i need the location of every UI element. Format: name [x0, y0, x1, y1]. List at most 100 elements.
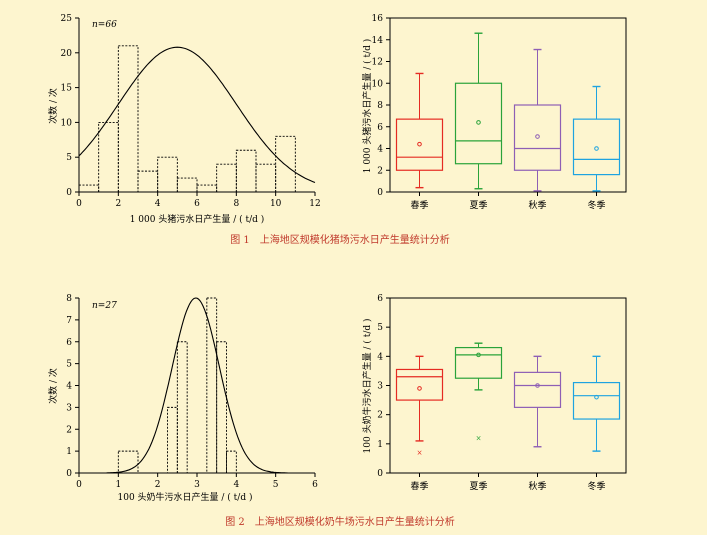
fig2-hist-y-tick-label-7: 7: [66, 316, 72, 326]
fig2-box-1-category-label: 春季: [410, 480, 428, 492]
fig2-histogram-plot: 0 1 2 3 4 5 6 0 1 2 3 4 5 6 7 8: [66, 294, 318, 490]
fig1-histogram-plot: 0 2 4 6 8 10 12 0 5 10 15 20 25: [61, 14, 321, 209]
fig2-box-y-tick-label-2: 2: [377, 411, 383, 421]
fig2-box-1-mean-marker: [417, 386, 422, 391]
fig1-box-3-mean-marker: [535, 134, 540, 139]
fig2-hist-x-tick-label-1: 1: [115, 480, 121, 490]
fig2-boxplot-ylabel: 100 头奶牛污水日产生量 / ( t/d ): [361, 319, 373, 454]
fig1-box-1-box: [395, 118, 444, 171]
fig2-box-3-category-label: 秋季: [528, 480, 546, 492]
fig1-hist-bar-6: [196, 184, 218, 193]
fig1-hist-x-tick-label-3: 6: [194, 199, 200, 209]
fig2-box-1-box: [395, 368, 444, 401]
fig2-box-y-tick-label-0: 0: [377, 469, 383, 479]
fig2-box-y-tick-label-5: 5: [377, 323, 383, 333]
fig1-box-y-tick-label-6: 12: [372, 58, 383, 68]
fig1-hist-y-tick-label-0: 0: [66, 188, 72, 198]
fig2-hist-y-tick-label-8: 8: [66, 294, 72, 304]
fig1-box-1-category-label: 春季: [410, 199, 428, 211]
fig1-box-2-box: [454, 82, 503, 165]
fig1-boxplot-ylabel: 1 000 头猪污水日产生量 / ( t/d ): [361, 39, 373, 174]
fig2-hist-bar-1: [167, 406, 178, 474]
fig1-hist-bar-4: [157, 156, 178, 193]
fig1-boxplot-plot: 0 2 4 6 8 10 12 14 16 春季 夏季 秋季 冬季: [372, 14, 627, 211]
fig2-box-y-tick-label-4: 4: [377, 352, 383, 362]
fig1-box-1-mean-marker: [417, 141, 422, 147]
fig1-box-y-tick-label-4: 8: [377, 101, 383, 111]
fig1-hist-bar-7: [216, 163, 237, 193]
fig2-box-4-mean-marker: [594, 394, 599, 400]
fig1-box-3-category-label: 秋季: [528, 199, 546, 211]
fig2-hist-y-tick-label-6: 6: [66, 338, 72, 348]
fig1-hist-y-tick-label-1: 5: [66, 153, 72, 163]
fig1-boxplot: 0 2 4 6 8 10 12 14 16 春季 夏季 秋季 冬季 1 000 头猪污水日产生量 / (…: [361, 14, 627, 211]
fig1-hist-bar-8: [235, 149, 257, 193]
fig2-hist-x-tick-label-2: 2: [155, 480, 161, 490]
fig2-hist-y-tick-label-1: 1: [66, 447, 72, 457]
fig2-hist-bar-4: [216, 341, 227, 474]
fig2-box-frame: [389, 297, 627, 474]
fig2-boxplot-plot: 0 1 2 3 4 5 6 春季 × 夏季 × 秋季 冬季: [377, 294, 627, 492]
fig2-hist-x-tick-label-5: 5: [273, 480, 279, 490]
fig1-box-4-mean-marker: [594, 146, 599, 151]
fig1-box-2-mean-marker: [476, 120, 481, 125]
fig2-box-y-tick-label-1: 1: [377, 440, 383, 450]
fig2-box-4-box: [572, 381, 621, 420]
fig2-hist-x-tick-label-0: 0: [76, 480, 82, 490]
fig1-caption: 图 1 上海地区规模化猪场污水日产生量统计分析: [230, 233, 450, 246]
fig1-box-y-tick-label-5: 10: [372, 79, 384, 89]
fig2-hist-y-tick-label-4: 4: [66, 382, 72, 392]
fig2-box-y-tick-label-6: 6: [377, 294, 383, 304]
fig1-box-frame: [389, 17, 627, 193]
fig2-hist-y-tick-label-3: 3: [66, 403, 72, 413]
fig1-hist-bar-3: [137, 170, 159, 193]
fig2-box-2-mean-marker: [476, 352, 481, 358]
fig2-box-y-tick-label-3: 3: [377, 382, 383, 392]
fig1-hist-x-tick-label-2: 4: [155, 199, 161, 209]
fig2-box-2-outlier-0: ×: [476, 435, 482, 443]
fig2-box-1-outlier-0: ×: [417, 449, 423, 457]
fig1-hist-x-tick-label-5: 10: [270, 199, 282, 209]
fig1-hist-x-tick-label-4: 8: [233, 199, 239, 209]
fig1-hist-y-tick-label-2: 10: [61, 118, 73, 128]
fig1-histogram-ylabel: 次数 / 次: [47, 88, 59, 124]
fig2-box-3-mean-marker: [535, 383, 540, 388]
fig2-hist-x-tick-label-4: 4: [233, 480, 239, 490]
fig2-histogram-xlabel: 100 头奶牛污水日产生量 / ( t/d ): [118, 491, 253, 503]
fig1-hist-x-tick-label-6: 12: [309, 199, 320, 209]
fig2-hist-y-tick-label-5: 5: [66, 360, 72, 370]
fig2-hist-y-tick-label-0: 0: [66, 469, 72, 479]
fig2-hist-y-tick-label-2: 2: [66, 425, 72, 435]
fig1-hist-normal-curve: [78, 46, 316, 184]
fig2-box-4-category-label: 冬季: [587, 480, 605, 492]
fig2-histogram: 0 1 2 3 4 5 6 0 1 2 3 4 5 6 7 8 n=27 100 头奶牛污水日产生量 / ( …: [47, 294, 318, 503]
fig2-box-3-box: [513, 371, 562, 408]
fig1-hist-y-tick-label-4: 20: [61, 49, 73, 59]
fig2-hist-x-tick-label-3: 3: [194, 480, 200, 490]
fig1-box-2-category-label: 夏季: [469, 199, 487, 211]
fig1-hist-bar-10: [275, 135, 296, 193]
fig1-hist-y-tick-label-3: 15: [61, 84, 73, 94]
fig1-hist-bar-5: [176, 177, 198, 193]
fig2-hist-bar-5: [226, 450, 237, 474]
fig1-hist-bar-2: [117, 45, 139, 193]
fig1-hist-bar-0: [78, 184, 100, 193]
fig1-box-y-tick-label-7: 14: [372, 36, 384, 46]
fig1-box-4-box: [572, 118, 621, 176]
fig2-boxplot: 0 1 2 3 4 5 6 春季 × 夏季 × 秋季 冬季 100 头奶牛污水日产生量 / ( t/d …: [361, 294, 627, 492]
fig1-box-3-box: [513, 104, 562, 171]
fig2-histogram-ylabel: 次数 / 次: [47, 368, 59, 404]
fig2-box-2-category-label: 夏季: [469, 480, 487, 492]
fig1-box-y-tick-label-8: 16: [372, 14, 384, 24]
fig1-histogram-n-annotation: n=66: [92, 20, 117, 30]
fig1-hist-bar-1: [98, 121, 119, 193]
fig2-hist-bar-2: [176, 341, 188, 474]
fig2-hist-bar-3: [206, 297, 218, 474]
fig2-caption: 图 2 上海地区规模化奶牛场污水日产生量统计分析: [225, 515, 455, 528]
fig1-box-y-tick-label-1: 2: [377, 166, 383, 176]
fig1-hist-x-tick-label-1: 2: [115, 199, 121, 209]
fig1-hist-bar-9: [255, 163, 277, 193]
fig1-box-4-category-label: 冬季: [587, 199, 605, 211]
fig2-hist-normal-curve: [106, 297, 288, 474]
fig1-histogram-xlabel: 1 000 头猪污水日产生量 / ( t/d ): [130, 213, 265, 225]
